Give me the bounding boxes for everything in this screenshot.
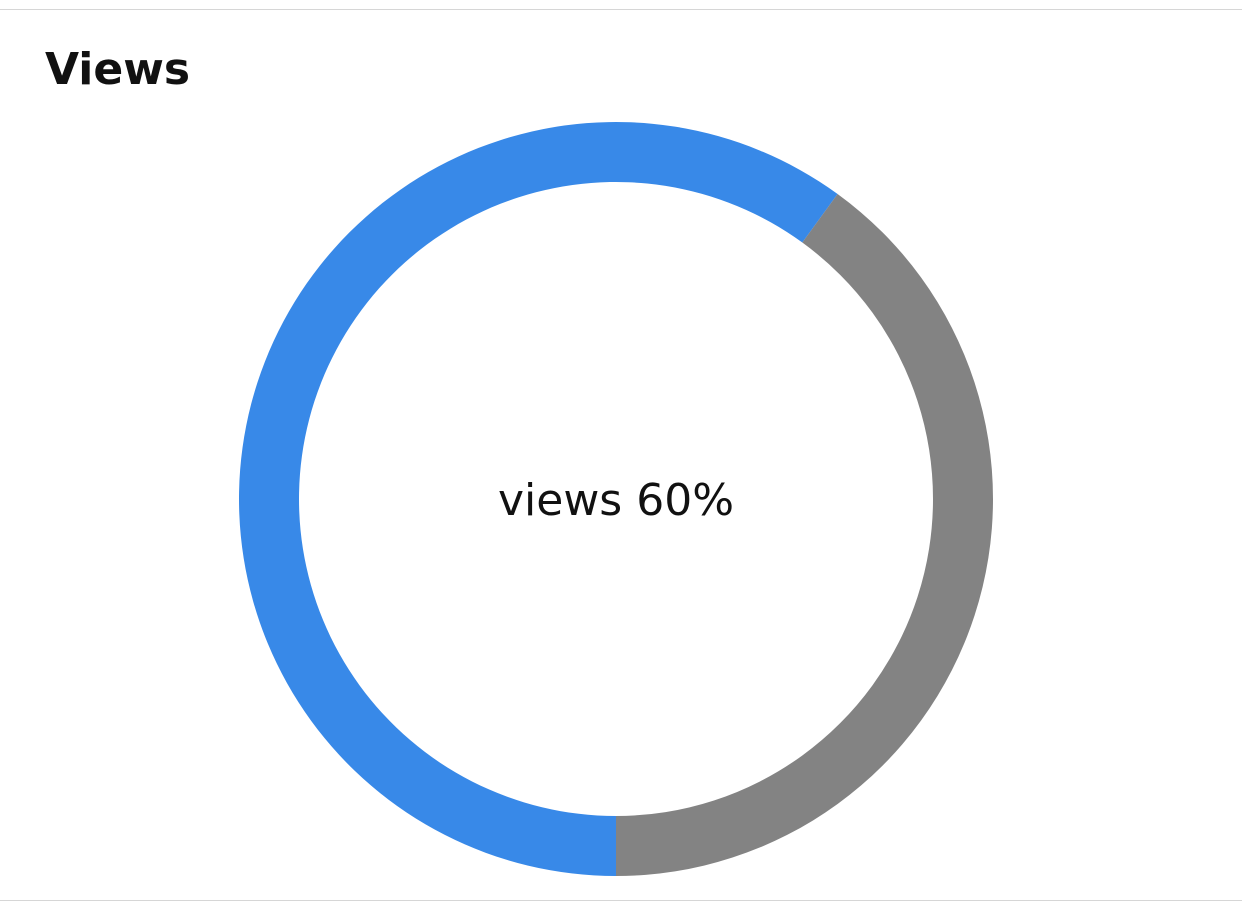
- center-label: views 60%: [498, 475, 734, 526]
- donut-segment: [616, 194, 993, 876]
- chart-title: Views: [45, 44, 190, 95]
- donut: [238, 121, 993, 876]
- donut-segment: [238, 121, 838, 876]
